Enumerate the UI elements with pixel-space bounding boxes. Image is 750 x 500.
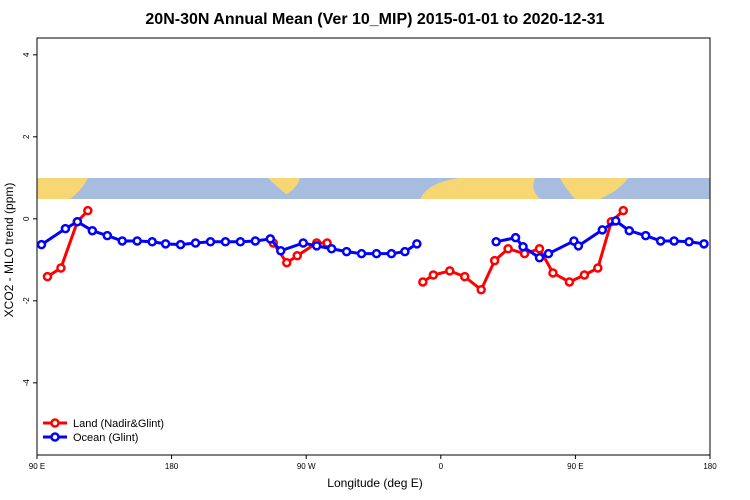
data-point [311, 241, 322, 251]
y-tick-label: -2 [22, 297, 31, 305]
data-point [476, 285, 486, 295]
plot-frame [36, 37, 711, 456]
data-point [491, 237, 501, 247]
data-point [618, 205, 629, 216]
legend-marker [50, 418, 60, 428]
data-point [503, 244, 513, 254]
data-point [117, 236, 127, 246]
legend-label: Land (Nadir&Glint) [73, 418, 164, 430]
data-point [518, 241, 528, 252]
data-point [548, 268, 558, 278]
data-point [205, 237, 216, 247]
legend-label: Ocean (Glint) [73, 432, 138, 444]
data-point [445, 266, 455, 276]
y-tick-label: 4 [22, 52, 31, 57]
data-point [684, 237, 694, 247]
data-point [72, 216, 83, 227]
data-point [83, 205, 93, 216]
x-tick-label: 180 [703, 462, 717, 471]
data-point [489, 255, 500, 266]
data-point [597, 225, 608, 235]
data-point [298, 238, 308, 248]
data-point [175, 239, 186, 250]
data-point [265, 234, 276, 244]
data-point [292, 250, 302, 261]
data-point [102, 230, 113, 241]
data-point [640, 230, 651, 241]
x-axis-label: Longitude (deg E) [327, 476, 422, 490]
data-point [534, 253, 545, 263]
x-tick-label: 0 [439, 462, 444, 471]
y-tick-label: -4 [22, 379, 31, 387]
data-point [160, 239, 171, 249]
x-tick-label: 90 E [29, 462, 45, 471]
data-point [356, 248, 367, 259]
chart-title: 20N-30N Annual Mean (Ver 10_MIP) 2015-01… [145, 11, 604, 28]
data-point [87, 225, 98, 236]
data-point [669, 236, 679, 246]
data-point [36, 239, 47, 250]
data-point [510, 232, 521, 243]
data-point [699, 239, 709, 249]
data-point [371, 248, 382, 259]
data-point [276, 246, 286, 256]
data-point [573, 241, 584, 251]
data-point [42, 271, 53, 282]
data-point [132, 236, 142, 246]
data-point [655, 236, 666, 246]
data-point [56, 263, 66, 273]
data-point [543, 248, 554, 259]
x-tick-label: 90 E [567, 462, 583, 471]
y-tick-label: 0 [22, 216, 31, 221]
data-point [250, 236, 261, 246]
data-point [624, 225, 634, 236]
data-point [60, 223, 71, 234]
data-point [400, 246, 410, 257]
data-point [326, 244, 337, 254]
data-point [579, 270, 590, 280]
y-axis-label: XCO2 - MLO trend (ppm) [2, 183, 16, 318]
legend-marker [50, 432, 60, 442]
data-point [428, 270, 439, 280]
data-point [564, 277, 575, 287]
data-point [220, 237, 231, 247]
data-point [386, 248, 397, 259]
data-point [418, 277, 428, 287]
x-tick-label: 180 [165, 462, 179, 471]
data-point [282, 257, 292, 268]
data-point [412, 239, 422, 249]
data-point [459, 271, 470, 282]
data-point [341, 246, 352, 257]
map-strip [37, 178, 710, 199]
data-point [235, 237, 246, 247]
data-point [534, 244, 545, 254]
data-point [147, 237, 157, 247]
data-point [611, 216, 621, 226]
y-tick-label: 2 [22, 134, 31, 139]
data-point [593, 263, 603, 273]
data-point [190, 238, 201, 248]
x-tick-label: 90 W [297, 462, 316, 471]
